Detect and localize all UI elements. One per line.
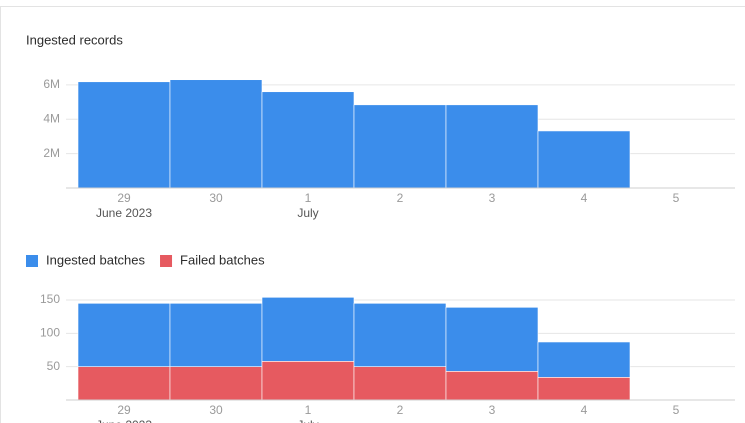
x-tick-label: 2: [397, 191, 404, 205]
bar-segment: [445, 307, 539, 372]
x-sublabel: June 2023: [96, 206, 152, 220]
y-tick-label: 100: [40, 325, 60, 339]
x-tick-label: 5: [673, 403, 680, 417]
bar-segment: [77, 366, 171, 401]
y-tick-label: 6M: [43, 77, 60, 91]
x-tick-label: 4: [581, 403, 588, 417]
x-tick-label: 1: [305, 403, 312, 417]
bar-segment: [261, 361, 355, 401]
legend-label: Ingested batches: [46, 252, 146, 267]
bar: [261, 91, 355, 189]
x-tick-label: 30: [209, 403, 223, 417]
bar-segment: [445, 371, 539, 401]
bar-segment: [537, 341, 631, 378]
y-tick-label: 4M: [43, 111, 60, 125]
y-tick-label: 150: [40, 292, 60, 306]
x-tick-label: 2: [397, 403, 404, 417]
bar-segment: [169, 366, 263, 401]
x-tick-label: 4: [581, 191, 588, 205]
x-tick-label: 29: [117, 403, 131, 417]
x-tick-label: 5: [673, 191, 680, 205]
x-tick-label: 30: [209, 191, 223, 205]
bar: [537, 130, 631, 189]
bar-segment: [261, 297, 355, 362]
bar-segment: [77, 303, 171, 367]
chart-title: Ingested records: [26, 32, 123, 47]
x-tick-label: 3: [489, 403, 496, 417]
legend-swatch: [160, 255, 173, 267]
x-tick-label: 3: [489, 191, 496, 205]
bar: [353, 104, 447, 189]
x-sublabel: July: [297, 206, 318, 220]
bar-segment: [537, 377, 631, 401]
y-tick-label: 2M: [43, 146, 60, 160]
bar-segment: [169, 303, 263, 367]
bar-segment: [353, 303, 447, 367]
x-tick-label: 1: [305, 191, 312, 205]
x-sublabel: June 2023: [96, 418, 152, 423]
x-tick-label: 29: [117, 191, 131, 205]
bar: [169, 79, 263, 189]
legend-label: Failed batches: [180, 252, 265, 267]
bar: [445, 104, 539, 189]
bar-segment: [353, 366, 447, 401]
x-sublabel: July: [297, 418, 318, 423]
y-tick-label: 50: [47, 359, 61, 373]
bar: [77, 81, 171, 189]
legend-swatch: [26, 255, 38, 267]
